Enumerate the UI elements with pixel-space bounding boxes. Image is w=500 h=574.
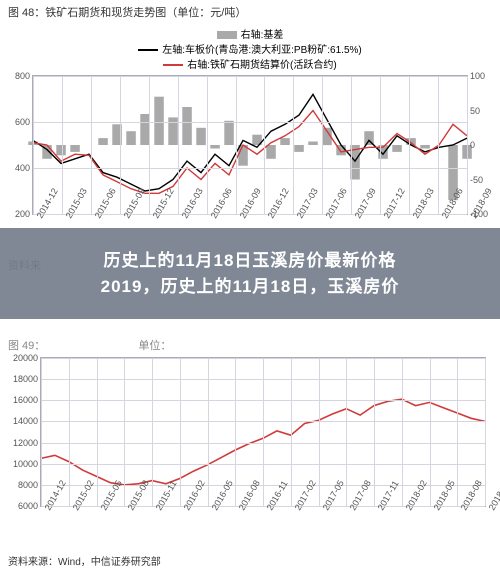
legend-spot: 左轴:车板价(青岛港:澳大利亚:PB粉矿:61.5%)	[138, 41, 361, 56]
chart-1: 图 48：铁矿石期货和现货走势图（单位：元/吨） 右轴:基差 左轴:车板价(青岛…	[0, 0, 500, 253]
chart-2-title: 图 49： 单位：	[0, 333, 500, 357]
overlay-line-2: 2019，历史上的11月18日，玉溪房价	[16, 274, 484, 300]
legend-basis: 右轴:基差	[217, 26, 284, 41]
swatch-basis	[217, 31, 237, 39]
swatch-futures	[163, 64, 183, 66]
footer-source: 资料来源：Wind，中信证券研究部	[0, 547, 500, 574]
chart-2-plot: 6000800010000120001400016000180002000020…	[40, 357, 486, 507]
chart-2: 6000800010000120001400016000180002000020…	[0, 357, 500, 547]
chart-1-title: 图 48：铁矿石期货和现货走势图（单位：元/吨）	[0, 0, 500, 24]
overlay-banner: 历史上的11月18日玉溪房价最新价格 2019，历史上的11月18日，玉溪房价	[0, 228, 500, 319]
chart-1-plot: 200400600800-100-500501002014-122015-032…	[32, 75, 468, 215]
swatch-spot	[138, 49, 158, 51]
overlay-line-1: 历史上的11月18日玉溪房价最新价格	[16, 248, 484, 274]
legend-futures: 右轴:铁矿石期货结算价(活跃合约)	[163, 56, 336, 71]
chart-1-legend: 右轴:基差 左轴:车板价(青岛港:澳大利亚:PB粉矿:61.5%) 右轴:铁矿石…	[0, 24, 500, 75]
